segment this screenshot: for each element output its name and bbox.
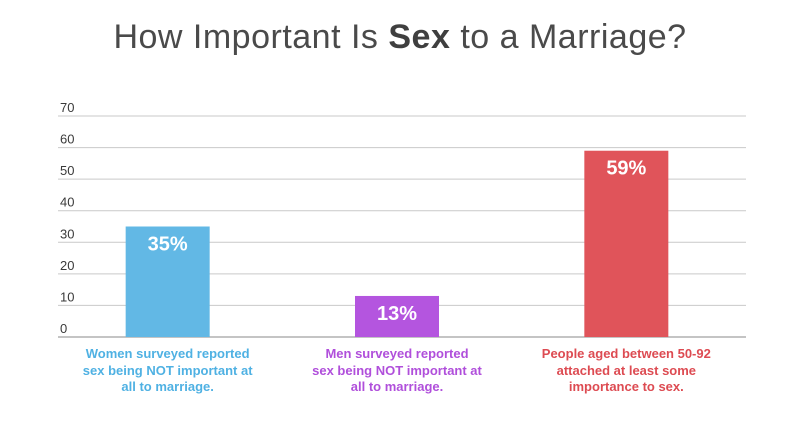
bars [125,150,669,337]
bar [355,295,439,337]
chart-title: How Important Is Sex to a Marriage? [0,18,800,57]
y-tick-label: 70 [60,100,74,115]
bar-value-label: 35% [148,234,188,256]
y-tick-label: 10 [60,289,74,304]
chart-title-suffix: to a Marriage? [450,18,687,56]
y-tick-label: 50 [60,163,74,178]
y-tick-label: 20 [60,258,74,273]
bar [125,226,210,337]
y-tick-label: 0 [60,321,67,336]
value-labels: 35% 13% 59% [148,158,647,325]
category-label: Men surveyed reported sex being NOT impo… [312,346,482,394]
y-tick-label: 60 [60,132,74,147]
category-label: Women surveyed reported sex being NOT im… [82,346,253,394]
y-tick-label: 40 [60,195,74,210]
bar [584,150,669,337]
chart-title-emphasis: Sex [388,18,451,56]
category-label: People aged between 50-92 attached at le… [541,346,711,394]
chart-title-prefix: How Important Is [113,18,389,56]
bar-value-label: 59% [606,158,646,180]
y-tick-label: 30 [60,226,74,241]
bar-value-label: 13% [377,303,417,325]
y-axis-ticks: 0 10 20 30 40 50 60 70 [60,100,74,336]
